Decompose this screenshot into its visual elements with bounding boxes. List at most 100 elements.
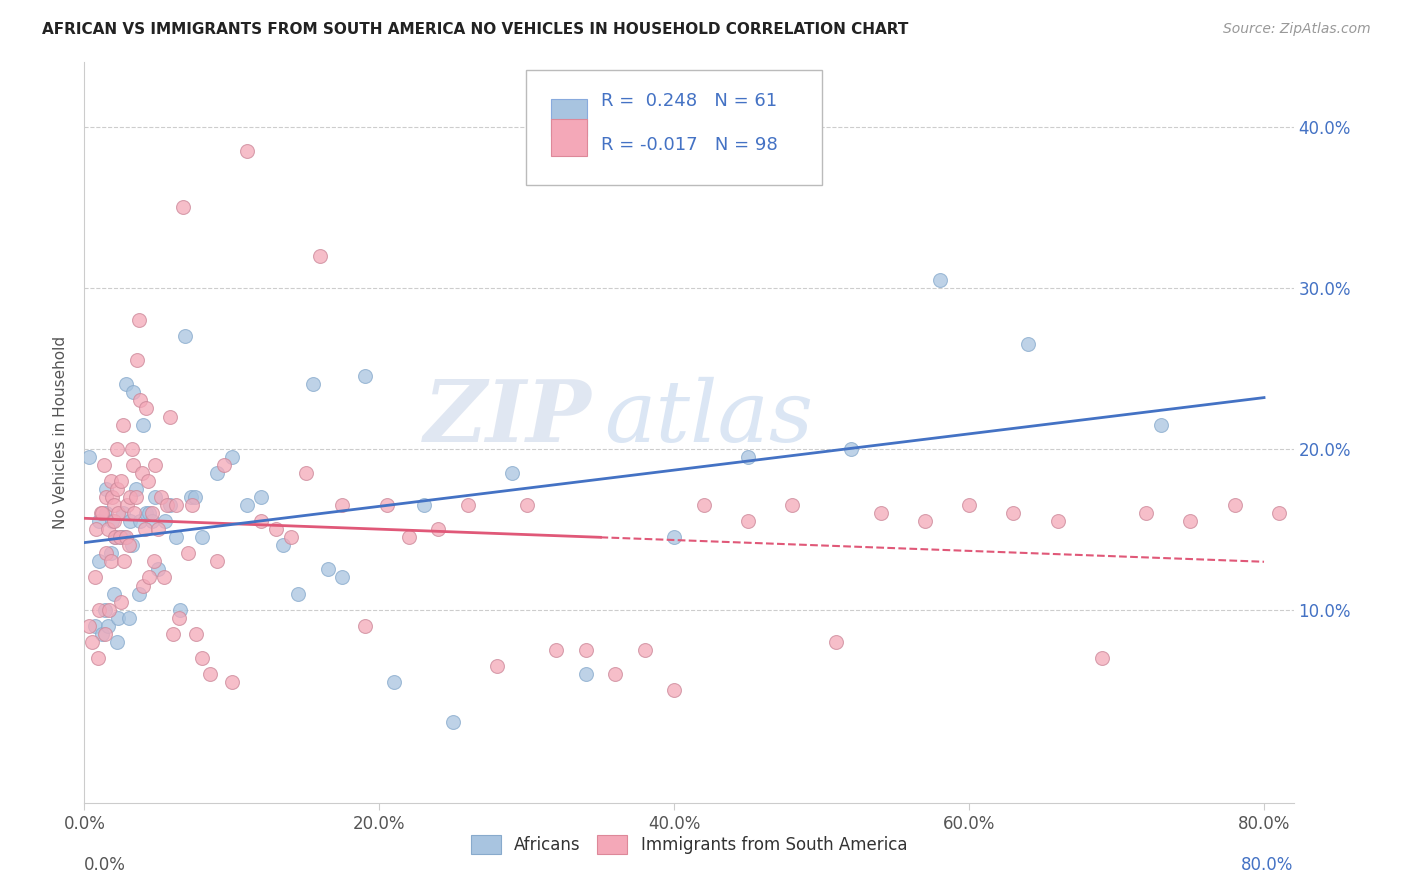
Point (186, 627, 208, 641)
Point (122, 385, 145, 400)
Point (214, 458, 236, 472)
Text: 80.0%: 80.0% (1241, 856, 1294, 874)
Point (1150, 417, 1173, 432)
Point (332, 498, 354, 512)
Point (737, 450, 759, 464)
Point (191, 651, 214, 665)
Point (117, 610, 139, 624)
Point (169, 602, 191, 616)
Point (141, 506, 163, 520)
Point (184, 490, 207, 504)
Point (501, 466, 523, 480)
Y-axis label: No Vehicles in Household: No Vehicles in Household (53, 336, 69, 529)
Point (167, 610, 190, 624)
Point (100, 474, 122, 488)
Point (516, 498, 538, 512)
Point (1091, 651, 1114, 665)
Point (692, 498, 714, 512)
Point (97, 522, 120, 536)
Text: AFRICAN VS IMMIGRANTS FROM SOUTH AMERICA NO VEHICLES IN HOUSEHOLD CORRELATION CH: AFRICAN VS IMMIGRANTS FROM SOUTH AMERICA… (42, 22, 908, 37)
Point (105, 442, 128, 456)
Point (134, 522, 156, 536)
Point (156, 498, 179, 512)
Point (117, 538, 139, 552)
Point (825, 635, 848, 649)
Point (100, 546, 122, 560)
Point (94, 627, 117, 641)
Point (221, 675, 243, 690)
Point (176, 546, 198, 560)
Point (142, 554, 165, 568)
Point (105, 635, 128, 649)
Point (101, 514, 124, 528)
Point (1268, 506, 1291, 520)
Point (103, 586, 125, 600)
Point (427, 522, 450, 536)
Point (110, 530, 132, 544)
Point (83, 570, 105, 584)
Point (100, 554, 122, 568)
Point (664, 530, 686, 544)
Text: Source: ZipAtlas.com: Source: ZipAtlas.com (1223, 22, 1371, 37)
Point (221, 450, 243, 464)
Point (132, 417, 155, 432)
Point (114, 530, 136, 544)
Point (235, 144, 257, 158)
Point (96, 506, 118, 520)
Point (928, 273, 950, 287)
Point (84, 522, 107, 536)
Point (135, 506, 157, 520)
Point (98, 602, 121, 616)
Point (957, 498, 980, 512)
Point (575, 667, 598, 681)
Point (172, 200, 194, 214)
Point (83, 619, 105, 633)
Point (77, 450, 100, 464)
Point (264, 522, 287, 536)
Point (104, 530, 127, 544)
Point (457, 498, 479, 512)
Point (191, 530, 214, 544)
Text: atlas: atlas (605, 376, 814, 459)
Point (546, 643, 568, 657)
Point (87, 514, 110, 528)
Text: 0.0%: 0.0% (84, 856, 127, 874)
Point (129, 393, 152, 408)
Point (605, 667, 627, 681)
Point (287, 586, 309, 600)
Point (96, 482, 118, 496)
Point (382, 675, 405, 690)
Point (181, 498, 204, 512)
Point (250, 490, 273, 504)
Point (1002, 506, 1025, 520)
FancyBboxPatch shape (551, 119, 588, 156)
Point (294, 466, 316, 480)
Point (96, 546, 118, 560)
Point (103, 514, 125, 528)
Point (112, 530, 135, 544)
Point (205, 554, 228, 568)
Point (146, 522, 169, 536)
Point (87, 602, 110, 616)
Point (138, 506, 160, 520)
Point (77, 619, 100, 633)
Point (155, 514, 177, 528)
Point (1017, 337, 1039, 351)
Point (486, 659, 509, 673)
Point (121, 538, 143, 552)
Point (353, 619, 375, 633)
Legend: Africans, Immigrants from South America: Africans, Immigrants from South America (464, 829, 914, 861)
Point (162, 627, 184, 641)
Point (198, 667, 221, 681)
Point (250, 514, 273, 528)
Point (165, 498, 187, 512)
Point (143, 490, 166, 504)
FancyBboxPatch shape (551, 99, 588, 136)
Point (91, 627, 114, 641)
Point (165, 530, 187, 544)
Point (180, 490, 202, 504)
Point (125, 482, 148, 496)
Point (839, 442, 862, 456)
Point (159, 498, 181, 512)
Point (110, 594, 132, 608)
